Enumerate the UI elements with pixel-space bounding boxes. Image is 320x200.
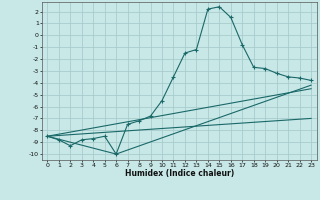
X-axis label: Humidex (Indice chaleur): Humidex (Indice chaleur) [124,169,234,178]
